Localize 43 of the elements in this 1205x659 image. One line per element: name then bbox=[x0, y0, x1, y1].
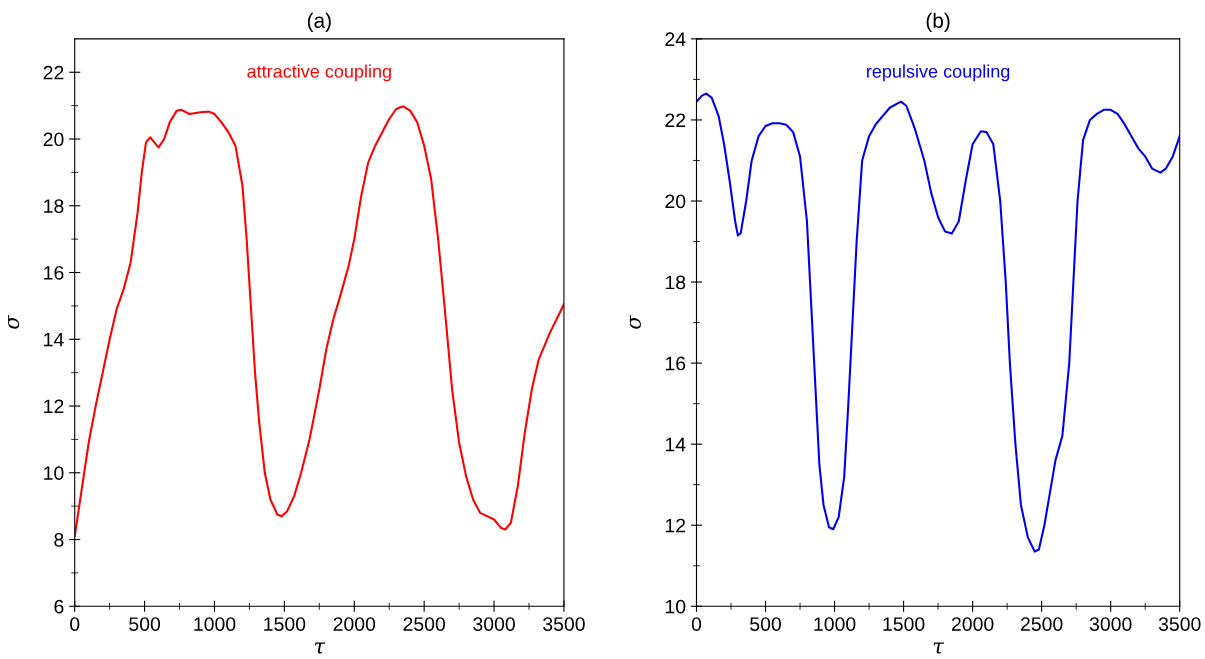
x-axis-title: τ bbox=[933, 642, 945, 654]
y-axis-title: σ bbox=[8, 315, 20, 329]
x-tick-label: 3500 bbox=[543, 617, 585, 631]
line-series bbox=[696, 92, 1180, 553]
x-tick-label: 1000 bbox=[814, 617, 856, 631]
y-tick-label: 10 bbox=[665, 599, 686, 614]
chart-title: (b) bbox=[926, 12, 950, 33]
y-tick-label: 20 bbox=[665, 194, 686, 209]
x-tick-label: 0 bbox=[70, 617, 80, 631]
x-tick-label: 3500 bbox=[1158, 617, 1201, 631]
y-tick-label: 22 bbox=[665, 113, 686, 127]
y-tick-label: 18 bbox=[44, 199, 64, 213]
line-series bbox=[74, 105, 564, 538]
x-axis-title: τ bbox=[314, 642, 326, 654]
y-tick-label: 12 bbox=[44, 399, 64, 414]
y-tick-label: 24 bbox=[665, 32, 686, 46]
chart-title: (a) bbox=[307, 12, 331, 33]
x-tick-label: 500 bbox=[129, 617, 161, 631]
x-tick-label: 1000 bbox=[194, 617, 236, 631]
annotation: repulsive coupling bbox=[867, 64, 1010, 82]
x-tick-label: 2500 bbox=[403, 617, 446, 631]
y-tick-label: 16 bbox=[44, 265, 64, 280]
y-tick-label: 14 bbox=[665, 437, 686, 452]
x-tick-label: 3000 bbox=[1089, 617, 1132, 631]
x-tick-label: 2500 bbox=[1020, 617, 1063, 631]
x-tick-label: 2000 bbox=[333, 617, 376, 631]
x-tick-label: 2000 bbox=[951, 617, 994, 631]
y-tick-label: 16 bbox=[665, 356, 686, 371]
y-tick-label: 12 bbox=[665, 518, 686, 533]
x-tick-label: 0 bbox=[691, 617, 702, 631]
y-tick-label: 14 bbox=[44, 332, 64, 347]
y-tick-label: 10 bbox=[44, 466, 64, 481]
x-tick-label: 3000 bbox=[473, 617, 515, 631]
y-tick-label: 6 bbox=[54, 599, 64, 614]
y-tick-label: 8 bbox=[54, 533, 64, 547]
x-tick-label: 1500 bbox=[264, 617, 306, 631]
annotation: attractive coupling bbox=[247, 64, 391, 82]
y-axis-title: σ bbox=[629, 315, 641, 329]
x-tick-label: 500 bbox=[750, 617, 781, 631]
x-tick-label: 1500 bbox=[883, 617, 925, 631]
y-tick-label: 20 bbox=[43, 132, 64, 147]
y-tick-label: 18 bbox=[665, 275, 686, 290]
y-tick-label: 22 bbox=[43, 65, 64, 80]
